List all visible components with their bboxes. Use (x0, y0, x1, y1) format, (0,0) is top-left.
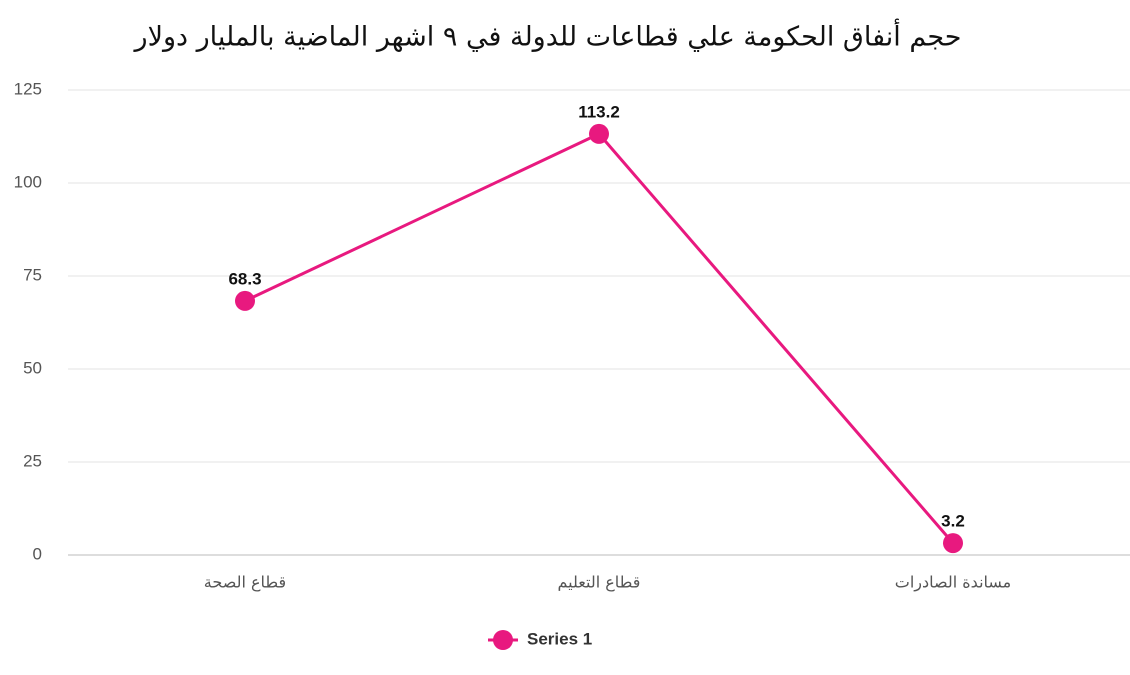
legend-label: Series 1 (527, 629, 592, 648)
y-tick-label: 100 (14, 172, 42, 191)
data-point (943, 533, 963, 554)
data-point (589, 123, 609, 144)
x-tick-label: قطاع التعليم (558, 573, 641, 593)
x-tick-label: قطاع الصحة (204, 573, 286, 593)
legend-marker (493, 630, 513, 650)
y-tick-label: 25 (23, 451, 42, 470)
x-tick-label: مساندة الصادرات (895, 573, 1011, 593)
chart-title: حجم أنفاق الحكومة علي قطاعات للدولة في ٩… (133, 18, 962, 53)
y-tick-label: 50 (23, 358, 42, 377)
data-label: 3.2 (941, 512, 965, 531)
data-label: 113.2 (578, 102, 620, 121)
data-label: 68.3 (228, 269, 261, 288)
y-tick-label: 0 (33, 544, 42, 563)
data-point (235, 290, 255, 311)
series-line (244, 132, 955, 545)
y-tick-label: 125 (14, 79, 42, 98)
y-tick-label: 75 (23, 265, 42, 284)
